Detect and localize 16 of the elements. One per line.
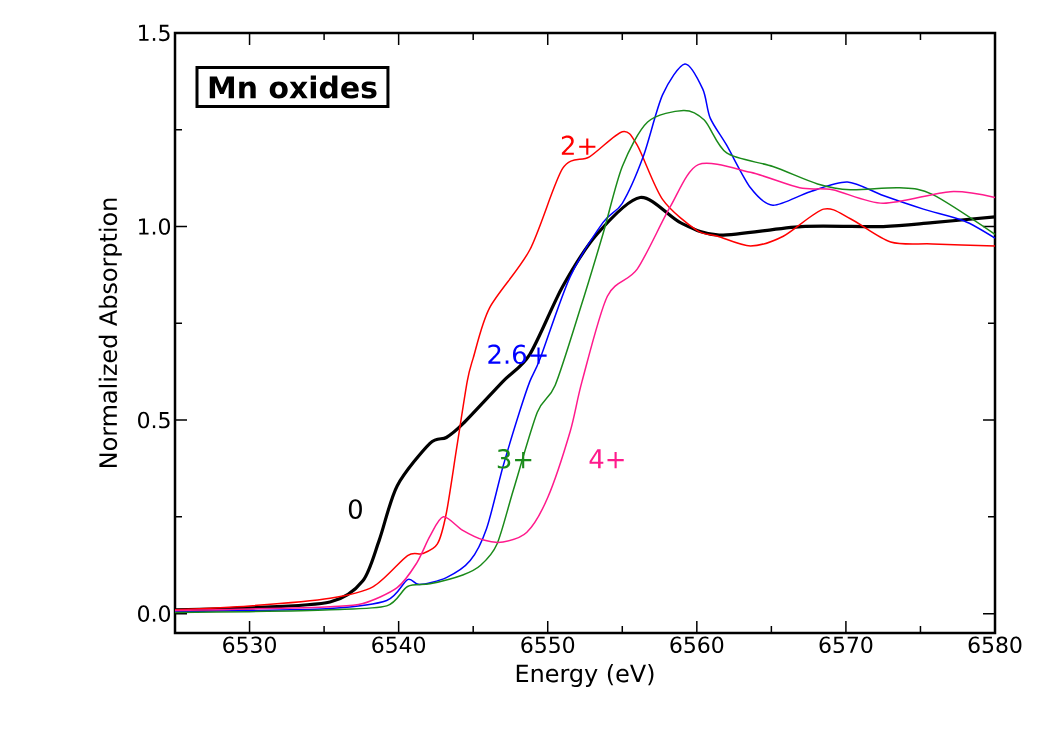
y-tick-label: 1.0 <box>139 218 171 235</box>
text: Mn oxides <box>209 75 377 99</box>
series-label: 4+ <box>589 449 624 469</box>
x-tick-label: 6550 <box>521 636 575 654</box>
x-tick-label: 6560 <box>670 636 724 654</box>
y-tick-label: 1.5 <box>139 24 170 42</box>
y-tick-label: 0.5 <box>138 411 170 429</box>
series-label: 2+ <box>561 135 596 155</box>
x-tick-label: 6540 <box>372 636 426 654</box>
x-tick-label: 6570 <box>819 636 873 654</box>
x-tick-label: 6530 <box>223 636 276 654</box>
series-label: 0 <box>348 499 362 519</box>
x-axis-title: Energy (eV) <box>516 663 654 688</box>
y-axis-title: Normalized Absorption <box>98 198 122 467</box>
y-tick-label: 0.0 <box>138 605 171 622</box>
x-tick-label: 6580 <box>968 636 1022 654</box>
